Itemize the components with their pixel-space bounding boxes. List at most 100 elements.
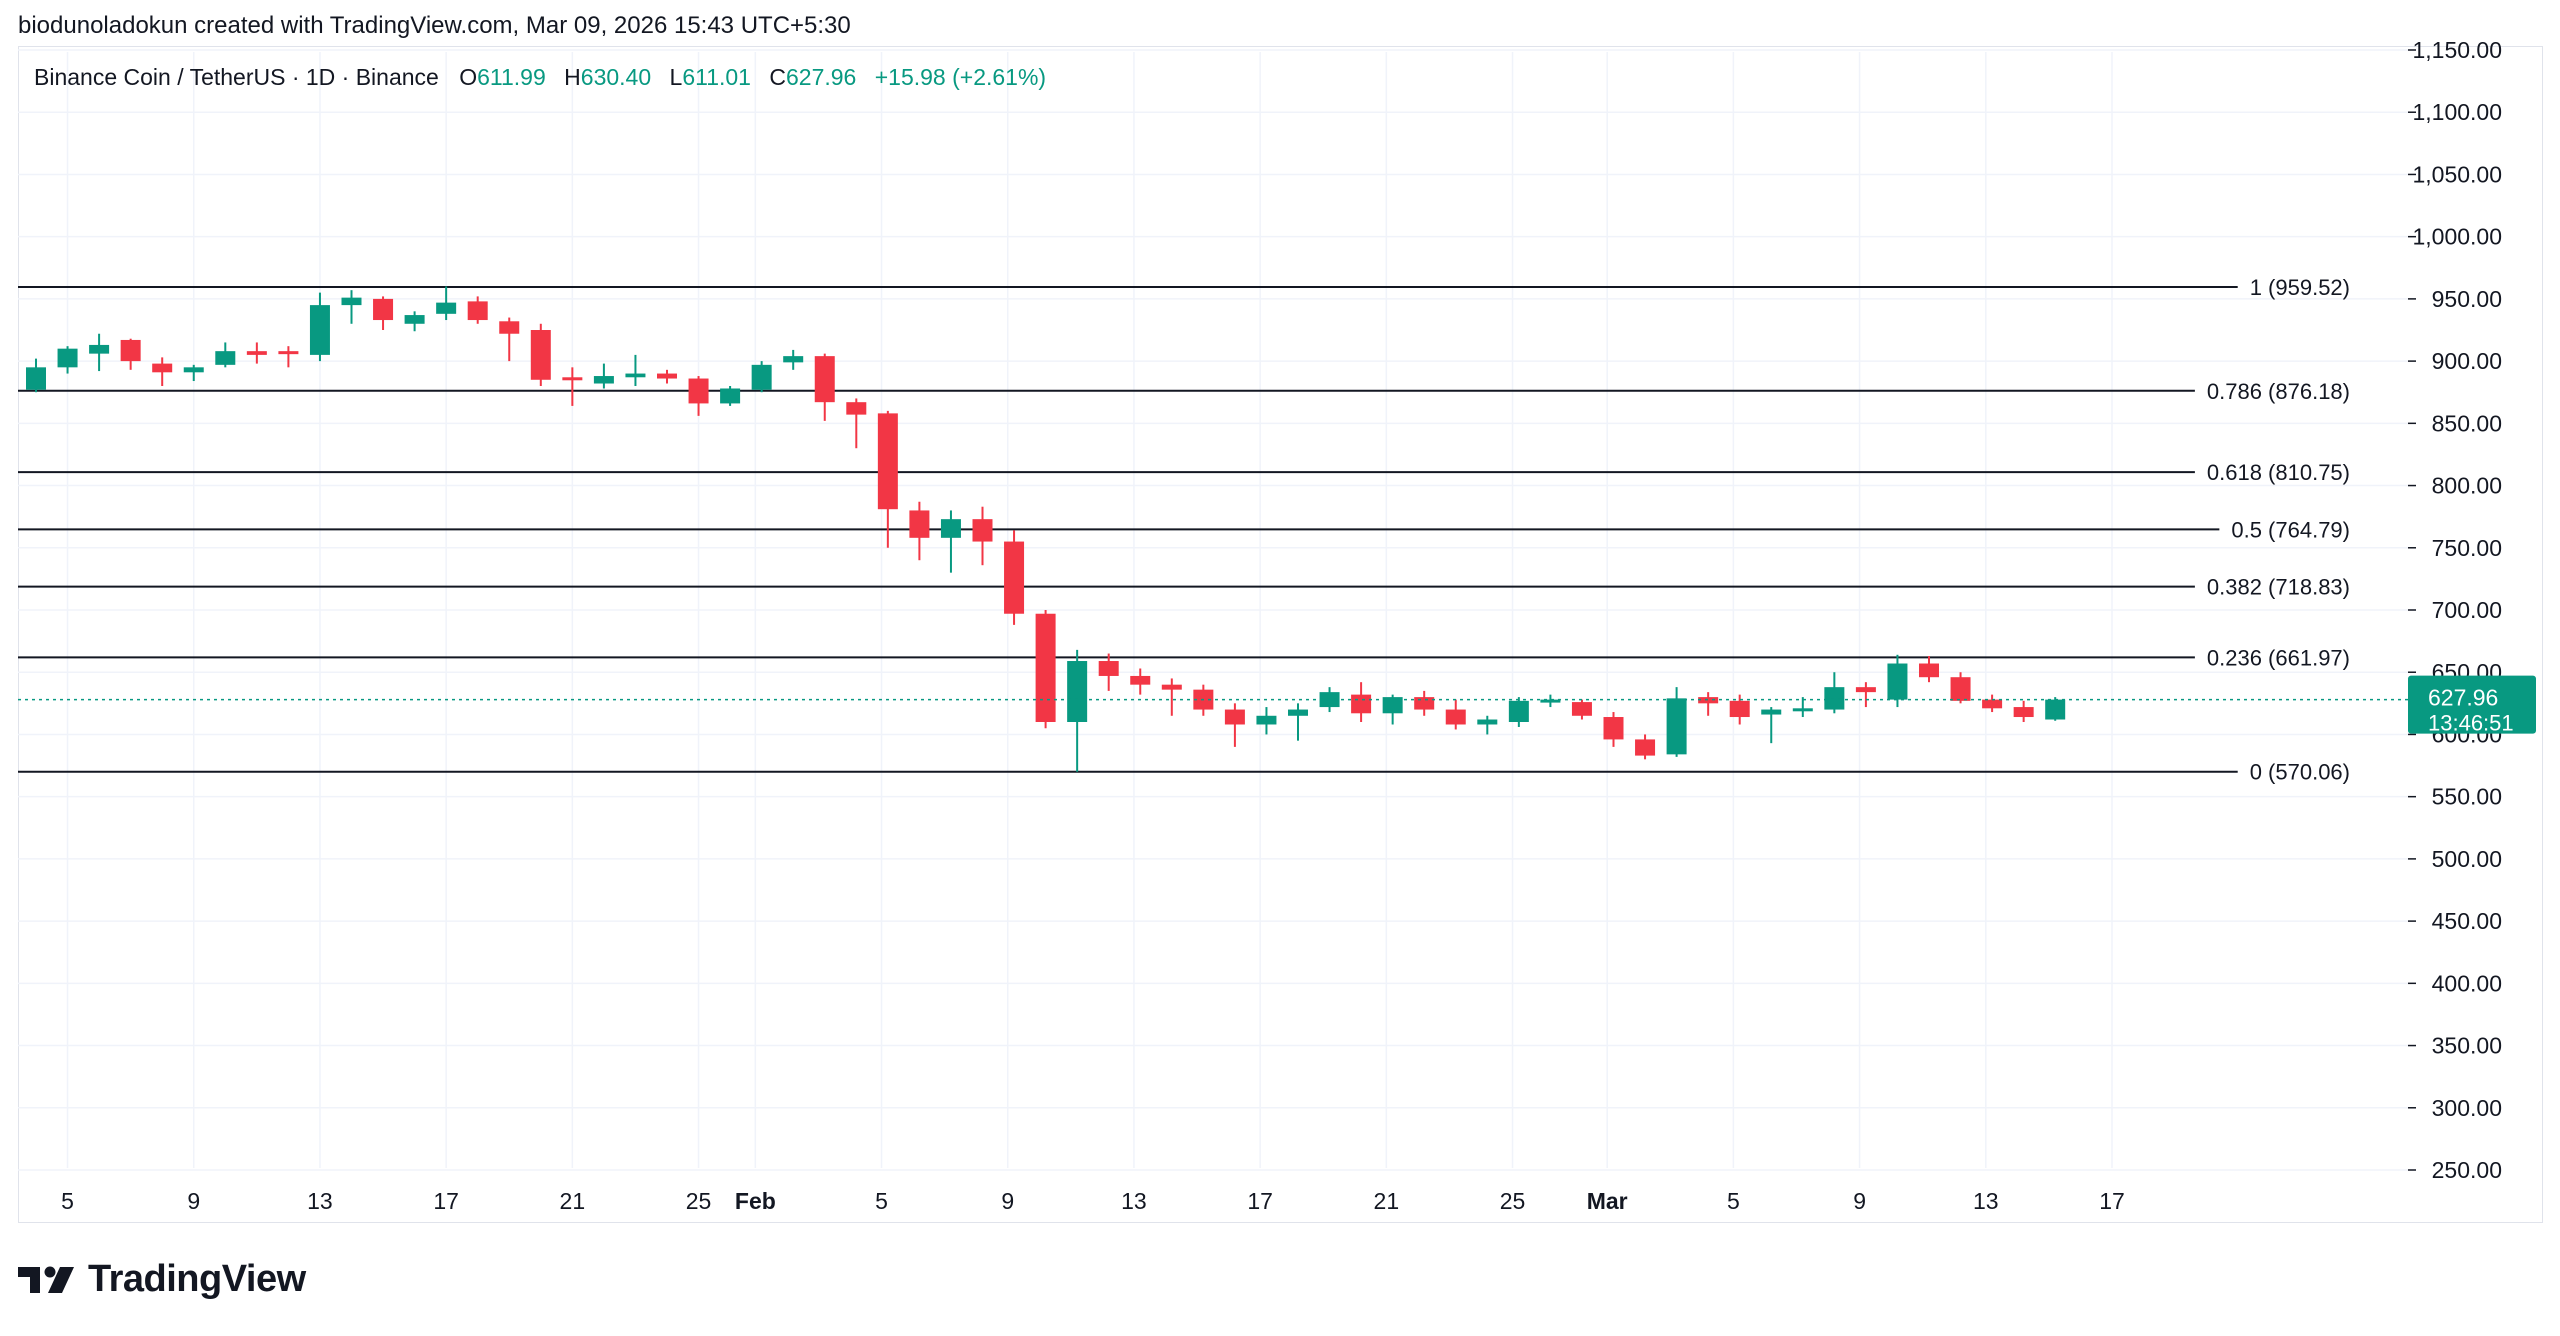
time-tick-label: 13 bbox=[307, 1188, 333, 1214]
candle-body bbox=[1887, 663, 1908, 700]
candle bbox=[972, 506, 993, 566]
price-tick-label: 1,150.00 bbox=[2412, 37, 2502, 63]
candle bbox=[530, 323, 551, 386]
candle bbox=[1130, 668, 1151, 695]
candle-body bbox=[1792, 708, 1813, 712]
candle bbox=[215, 342, 236, 368]
time-axis: 5 9 13 17 21 25 Feb 5 9 13 17 21 25 Mar 5 9 13 17 bbox=[61, 1188, 2125, 1214]
candle bbox=[1288, 703, 1308, 741]
close-label: C bbox=[769, 64, 786, 90]
fib-level-label: 0.382 (718.83) bbox=[2207, 575, 2350, 600]
candle bbox=[1224, 703, 1245, 747]
time-tick-label: 9 bbox=[187, 1188, 200, 1214]
candle-body bbox=[1414, 697, 1435, 710]
price-tick-label: 550.00 bbox=[2432, 784, 2502, 810]
candle-body bbox=[1698, 697, 1719, 704]
candle bbox=[1414, 690, 1435, 716]
candle-body bbox=[1477, 719, 1498, 725]
candle bbox=[1919, 656, 1939, 683]
candle-body bbox=[215, 351, 236, 365]
time-tick-label: Mar bbox=[1587, 1188, 1628, 1214]
candle-body bbox=[1508, 700, 1529, 722]
time-tick-label: 17 bbox=[433, 1188, 459, 1214]
candle-body bbox=[373, 298, 394, 321]
candle-body bbox=[1950, 677, 1971, 701]
candle bbox=[1887, 654, 1908, 708]
candle-body bbox=[499, 321, 520, 334]
tradingview-logo-icon bbox=[18, 1266, 74, 1293]
candle-body bbox=[57, 348, 78, 368]
candle-body bbox=[436, 302, 457, 314]
open-label: O bbox=[459, 64, 478, 90]
candle-body bbox=[1130, 675, 1151, 685]
low-value: 611.01 bbox=[682, 64, 751, 90]
candles bbox=[26, 286, 2066, 772]
candle-body bbox=[2045, 699, 2066, 720]
price-tick-label: 500.00 bbox=[2432, 846, 2502, 872]
candle-body bbox=[562, 377, 583, 381]
price-tick-label: 1,000.00 bbox=[2412, 224, 2502, 250]
price-tick-label: 700.00 bbox=[2432, 597, 2502, 623]
candle bbox=[246, 342, 267, 364]
fib-level-label: 1 (959.52) bbox=[2250, 275, 2350, 300]
candle-body bbox=[1035, 613, 1056, 722]
candle-body bbox=[1666, 698, 1687, 755]
high-value: 630.40 bbox=[580, 64, 652, 90]
last-price-value: 627.96 bbox=[2428, 685, 2498, 711]
candle-body bbox=[246, 351, 267, 355]
time-tick-label: 21 bbox=[1374, 1188, 1400, 1214]
candle bbox=[26, 358, 46, 393]
candle-body bbox=[940, 519, 961, 538]
candle-body bbox=[278, 351, 299, 355]
candle-body bbox=[720, 388, 741, 404]
bar-countdown: 13:46:51 bbox=[2428, 711, 2514, 736]
candle bbox=[1477, 715, 1498, 735]
chart-frame[interactable] bbox=[18, 46, 2543, 1223]
candle bbox=[688, 376, 709, 416]
candle-body bbox=[341, 297, 362, 306]
fib-level-label: 0.5 (764.79) bbox=[2231, 517, 2350, 542]
price-tick-label: 1,100.00 bbox=[2412, 99, 2502, 125]
fib-level-label: 0.236 (661.97) bbox=[2207, 645, 2350, 670]
candle bbox=[1603, 712, 1624, 747]
time-tick-label: Feb bbox=[735, 1188, 776, 1214]
price-tick-label: 450.00 bbox=[2432, 908, 2502, 934]
candle bbox=[1540, 694, 1561, 708]
candle-body bbox=[1855, 687, 1876, 693]
chart-credit: biodunoladokun created with TradingView.… bbox=[18, 12, 851, 39]
candle bbox=[1161, 678, 1182, 716]
candle-body bbox=[657, 373, 677, 379]
candle bbox=[720, 386, 741, 406]
candle-body bbox=[1603, 717, 1624, 740]
candle bbox=[373, 296, 394, 330]
candle bbox=[89, 333, 110, 372]
candle bbox=[404, 311, 425, 332]
candle bbox=[436, 286, 457, 321]
candle bbox=[2045, 697, 2066, 721]
time-tick-label: 25 bbox=[686, 1188, 712, 1214]
price-tick-label: 250.00 bbox=[2432, 1157, 2502, 1183]
candle-body bbox=[877, 413, 898, 510]
time-tick-label: 5 bbox=[61, 1188, 74, 1214]
fib-levels: 1 (959.52) 0.786 (876.18) 0.618 (810.75) 0.… bbox=[18, 275, 2350, 785]
candle bbox=[1445, 699, 1466, 730]
candle-body bbox=[846, 402, 867, 415]
candle-body bbox=[751, 364, 772, 390]
candle bbox=[467, 296, 488, 324]
candle bbox=[152, 357, 173, 386]
candle-body bbox=[152, 363, 173, 373]
high-label: H bbox=[564, 64, 581, 90]
candle bbox=[1098, 653, 1119, 691]
candle bbox=[657, 369, 677, 384]
candle-body bbox=[1351, 694, 1372, 714]
candle-body bbox=[1824, 687, 1845, 710]
candle bbox=[814, 353, 835, 421]
fib-level-label: 0.786 (876.18) bbox=[2207, 379, 2350, 404]
tradingview-logo[interactable]: TradingView bbox=[18, 1258, 306, 1301]
time-tick-label: 9 bbox=[1001, 1188, 1014, 1214]
symbol-title: Binance Coin / TetherUS · 1D · Binance bbox=[34, 64, 439, 90]
candle bbox=[1351, 682, 1372, 722]
candle bbox=[1666, 687, 1687, 757]
